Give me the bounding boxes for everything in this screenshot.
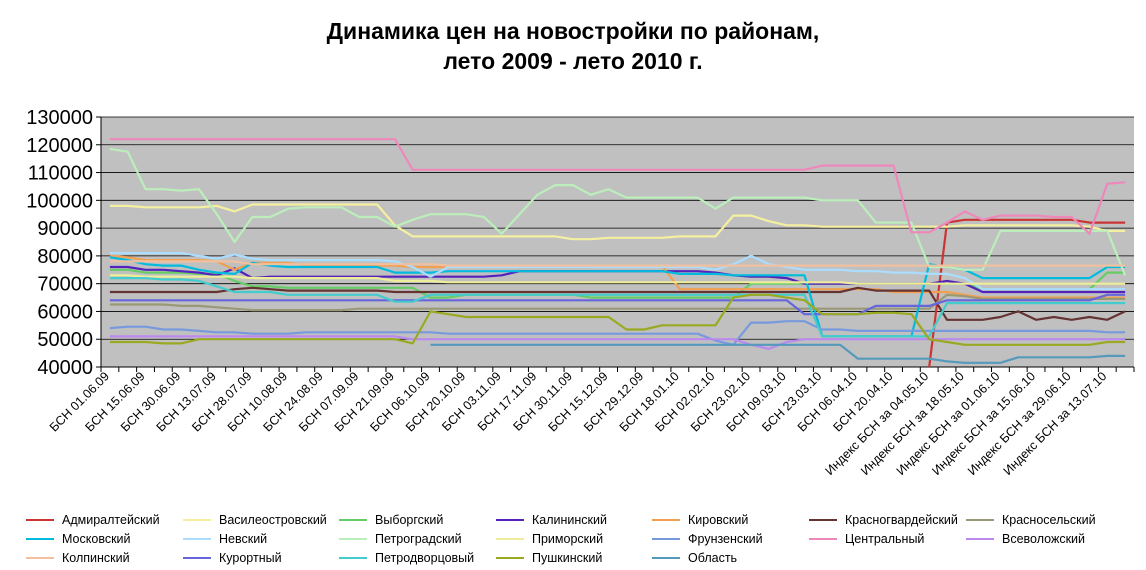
- legend-label: Центральный: [845, 531, 925, 546]
- legend-item: Василеостровский: [183, 510, 327, 529]
- legend-item: Красносельский: [966, 510, 1096, 529]
- series-line: [109, 335, 1126, 350]
- legend-item: Центральный: [809, 529, 924, 548]
- legend-label: Московский: [62, 531, 131, 546]
- series-line: [109, 293, 1126, 312]
- legend-swatch: [652, 556, 680, 559]
- legend-swatch: [809, 537, 837, 540]
- legend-swatch: [183, 537, 211, 540]
- legend-swatch: [652, 537, 680, 540]
- series-line: [109, 293, 1126, 346]
- legend-label: Невский: [219, 531, 268, 546]
- series-line: [109, 293, 1126, 316]
- legend-label: Всеволожский: [1002, 531, 1086, 546]
- chart-title-block: Динамика цен на новостройки по районам, …: [0, 16, 1146, 76]
- legend-swatch: [496, 537, 524, 540]
- series-line: [109, 286, 1126, 321]
- legend-swatch: [339, 537, 367, 540]
- chart-legend: Адмиралтейский Василеостровский Выборгский…: [26, 510, 1126, 568]
- y-tick-label: 80000: [37, 246, 93, 268]
- legend-label: Петроградский: [375, 531, 462, 546]
- legend-label: Красносельский: [1002, 512, 1096, 527]
- legend-label: Пушкинский: [532, 550, 603, 565]
- legend-swatch: [339, 518, 367, 521]
- series-line: [109, 260, 1126, 267]
- legend-swatch: [652, 518, 680, 521]
- legend-item: Пушкинский: [496, 548, 602, 567]
- legend-item: Адмиралтейский: [26, 510, 160, 529]
- legend-item: Колпинский: [26, 548, 130, 567]
- legend-item: Область: [652, 548, 737, 567]
- legend-swatch: [26, 537, 54, 540]
- chart-subtitle: лето 2009 - лето 2010 г.: [443, 48, 703, 74]
- chart-title: Динамика цен на новостройки по районам,: [326, 18, 820, 44]
- y-tick-label: 100000: [26, 190, 93, 212]
- series-line: [109, 252, 1126, 291]
- legend-item: Петродворцовый: [339, 548, 474, 567]
- plot-area: [101, 117, 1134, 367]
- y-tick-label: 40000: [37, 357, 93, 379]
- y-tick-label: 130000: [26, 107, 93, 129]
- legend-label: Петродворцовый: [375, 550, 475, 565]
- y-tick-label: 50000: [37, 329, 93, 351]
- legend-item: Петроградский: [339, 529, 462, 548]
- y-tick-label: 120000: [26, 135, 93, 157]
- legend-item: Кировский: [652, 510, 748, 529]
- legend-swatch: [183, 556, 211, 559]
- legend-swatch: [26, 556, 54, 559]
- series-line: [109, 274, 1126, 285]
- series-line: [109, 277, 1126, 338]
- legend-item: Курортный: [183, 548, 282, 567]
- series-line: [109, 138, 1126, 235]
- line-chart: 130000 120000 110000 100000 90000 80000 70000 6…: [26, 107, 1135, 478]
- legend-item: Приморский: [496, 529, 603, 548]
- legend-item: Всеволожский: [966, 529, 1085, 548]
- legend-label: Курортный: [219, 550, 282, 565]
- y-tick-label: 70000: [37, 274, 93, 296]
- legend-swatch: [26, 518, 54, 521]
- legend-swatch: [339, 556, 367, 559]
- legend-swatch: [966, 537, 994, 540]
- legend-swatch: [496, 556, 524, 559]
- series-line: [109, 203, 1126, 241]
- legend-item: Фрунзенский: [652, 529, 763, 548]
- legend-item: Невский: [183, 529, 267, 548]
- legend-item: Московский: [26, 529, 131, 548]
- legend-label: Область: [688, 550, 738, 565]
- legend-label: Колпинский: [62, 550, 130, 565]
- y-tick-label: 90000: [37, 218, 93, 240]
- legend-item: Выборгский: [339, 510, 443, 529]
- legend-swatch: [966, 518, 994, 521]
- legend-swatch: [809, 518, 837, 521]
- series-line: [109, 320, 1126, 346]
- y-tick-label: 60000: [37, 301, 93, 323]
- legend-label: Выборгский: [375, 512, 444, 527]
- legend-label: Фрунзенский: [688, 531, 763, 546]
- series-line: [109, 147, 1127, 276]
- series-line: [430, 343, 1126, 364]
- legend-item: Красногвардейский: [809, 510, 958, 529]
- legend-label: Красногвардейский: [845, 512, 958, 527]
- legend-label: Адмиралтейский: [62, 512, 160, 527]
- legend-label: Василеостровский: [219, 512, 327, 527]
- legend-label: Калининский: [532, 512, 607, 527]
- legend-swatch: [183, 518, 211, 521]
- legend-item: Калининский: [496, 510, 607, 529]
- y-tick-label: 110000: [28, 163, 93, 185]
- legend-label: Приморский: [532, 531, 604, 546]
- legend-label: Кировский: [688, 512, 749, 527]
- legend-swatch: [496, 518, 524, 521]
